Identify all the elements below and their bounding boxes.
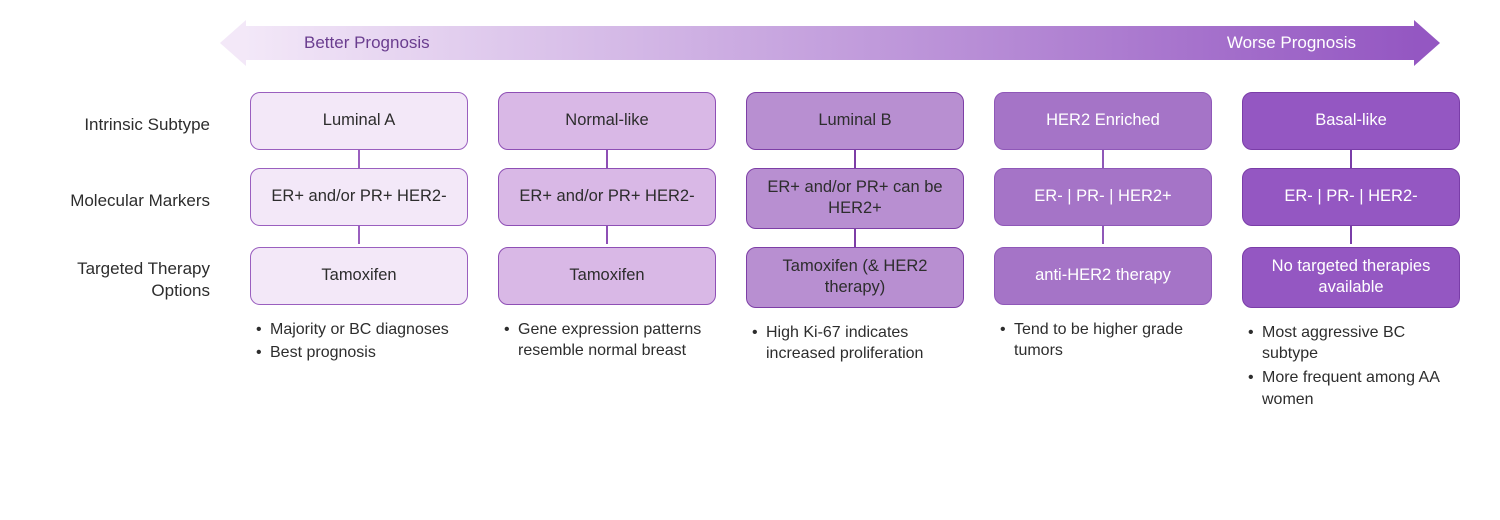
- arrow-right-icon: [1414, 20, 1440, 66]
- connector: [1350, 226, 1352, 244]
- row-label-subtype: Intrinsic Subtype: [40, 92, 220, 158]
- connector: [358, 226, 360, 244]
- notes-list: Tend to be higher grade tumors: [994, 319, 1212, 364]
- connector: [1102, 226, 1104, 244]
- connector: [854, 150, 856, 168]
- markers-box: ER- | PR- | HER2-: [1242, 168, 1460, 226]
- cell: Basal-like: [1242, 92, 1460, 168]
- cell: ER+ and/or PR+ HER2-: [498, 168, 716, 244]
- connector: [1102, 150, 1104, 168]
- connector: [1350, 150, 1352, 168]
- subtype-box: Luminal A: [250, 92, 468, 150]
- cell: Normal-like: [498, 92, 716, 168]
- note-item: Most aggressive BC subtype: [1248, 322, 1460, 365]
- connector: [606, 150, 608, 168]
- notes-list: High Ki-67 indicates increased prolifera…: [746, 322, 964, 367]
- notes-list: Gene expression patterns resemble normal…: [498, 319, 716, 364]
- prognosis-arrow: Better Prognosis Worse Prognosis: [220, 20, 1440, 66]
- cell: ER- | PR- | HER2-: [1242, 168, 1460, 244]
- subtype-grid: Intrinsic Subtype Luminal A Normal-like Lum…: [40, 92, 1460, 412]
- note-item: Majority or BC diagnoses: [256, 319, 468, 341]
- better-prognosis-label: Better Prognosis: [304, 33, 430, 53]
- notes-list: Majority or BC diagnosesBest prognosis: [250, 319, 468, 366]
- note-item: More frequent among AA women: [1248, 367, 1460, 410]
- therapy-box: Tamoxifen: [498, 247, 716, 305]
- cell: ER- | PR- | HER2+: [994, 168, 1212, 244]
- subtype-box: Basal-like: [1242, 92, 1460, 150]
- note-item: High Ki-67 indicates increased prolifera…: [752, 322, 964, 365]
- cell: Luminal A: [250, 92, 468, 168]
- markers-box: ER- | PR- | HER2+: [994, 168, 1212, 226]
- markers-box: ER+ and/or PR+ can be HER2+: [746, 168, 964, 229]
- markers-box: ER+ and/or PR+ HER2-: [250, 168, 468, 226]
- markers-box: ER+ and/or PR+ HER2-: [498, 168, 716, 226]
- cell: Luminal B: [746, 92, 964, 168]
- arrow-left-icon: [220, 20, 246, 66]
- connector: [358, 150, 360, 168]
- note-item: Best prognosis: [256, 342, 468, 364]
- connector: [854, 229, 856, 247]
- therapy-box: Tamoxifen (& HER2 therapy): [746, 247, 964, 308]
- cell: anti-HER2 therapy Tend to be higher grade…: [994, 247, 1212, 364]
- arrow-bar: Better Prognosis Worse Prognosis: [244, 26, 1416, 60]
- note-item: Gene expression patterns resemble normal…: [504, 319, 716, 362]
- worse-prognosis-label: Worse Prognosis: [1227, 33, 1356, 53]
- therapy-box: No targeted therapies available: [1242, 247, 1460, 308]
- therapy-box: Tamoxifen: [250, 247, 468, 305]
- subtype-box: Normal-like: [498, 92, 716, 150]
- cell: No targeted therapies available Most aggr…: [1242, 247, 1460, 412]
- cell: Tamoxifen Gene expression patterns resemb…: [498, 247, 716, 364]
- connector: [606, 226, 608, 244]
- cell: Tamoxifen (& HER2 therapy) High Ki-67 ind…: [746, 247, 964, 367]
- note-item: Tend to be higher grade tumors: [1000, 319, 1212, 362]
- cell: HER2 Enriched: [994, 92, 1212, 168]
- cell: ER+ and/or PR+ can be HER2+: [746, 168, 964, 247]
- subtype-box: HER2 Enriched: [994, 92, 1212, 150]
- therapy-box: anti-HER2 therapy: [994, 247, 1212, 305]
- cell: ER+ and/or PR+ HER2-: [250, 168, 468, 244]
- cell: Tamoxifen Majority or BC diagnosesBest pr…: [250, 247, 468, 366]
- notes-list: Most aggressive BC subtypeMore frequent …: [1242, 322, 1460, 412]
- row-label-markers: Molecular Markers: [40, 168, 220, 234]
- subtype-box: Luminal B: [746, 92, 964, 150]
- row-label-therapy: Targeted Therapy Options: [40, 247, 220, 313]
